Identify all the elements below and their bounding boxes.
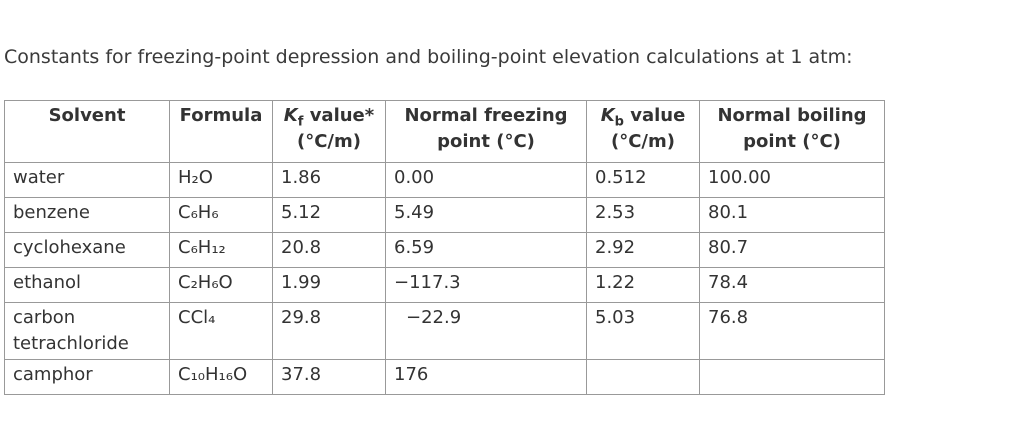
table-cell [699, 359, 885, 395]
table-cell: 5.49 [385, 197, 587, 233]
table-cell: 100.00 [699, 162, 885, 198]
header-cell: Normal boiling point (°C) [699, 100, 885, 163]
table-cell: 2.53 [586, 197, 700, 233]
table-body: water H₂O 1.86 0.00 0.512 100.00 benzene C₆H₆ 5.… [4, 162, 885, 395]
table-cell [586, 359, 700, 395]
header-text: value* [309, 105, 375, 126]
header-cell: Solvent [4, 100, 170, 163]
table-cell: 76.8 [699, 302, 885, 360]
table-cell: 5.03 [586, 302, 700, 360]
table-cell: 1.99 [272, 267, 386, 303]
header-subscript: f [297, 114, 304, 130]
header-text: Solvent [48, 105, 126, 126]
table-cell: H₂O [169, 162, 273, 198]
header-text: Normal freezing point (°C) [404, 105, 568, 152]
header-cell: Formula [169, 100, 273, 163]
table-cell: 29.8 [272, 302, 386, 360]
header-text: value [630, 105, 686, 126]
header-row: Solvent Formula Kf value* (°C/m) Normal f… [4, 100, 885, 163]
header-symbol: K [283, 105, 298, 126]
table-cell: carbon tetrachloride [4, 302, 170, 360]
table-cell: camphor [4, 359, 170, 395]
table-cell: water [4, 162, 170, 198]
table-row: carbon tetrachloride CCl₄ 29.8 −22.9 5.03 76.… [4, 302, 885, 360]
header-text: Formula [179, 105, 263, 126]
table-cell: 0.512 [586, 162, 700, 198]
caption: Constants for freezing-point depression … [4, 46, 853, 68]
header-cell: Kf value* (°C/m) [272, 100, 386, 163]
table-row: water H₂O 1.86 0.00 0.512 100.00 [4, 162, 885, 198]
table-row: ethanol C₂H₆O 1.99 −117.3 1.22 78.4 [4, 267, 885, 303]
table-cell: 2.92 [586, 232, 700, 268]
table-cell: 5.12 [272, 197, 386, 233]
header-unit: (°C/m) [611, 131, 675, 152]
table-row: camphor C₁₀H₁₆O 37.8 176 [4, 359, 885, 395]
header-cell: Kb value (°C/m) [586, 100, 700, 163]
table-cell: C₁₀H₁₆O [169, 359, 273, 395]
table-cell: 1.22 [586, 267, 700, 303]
table-cell: C₆H₆ [169, 197, 273, 233]
table-cell: 37.8 [272, 359, 386, 395]
table-head: Solvent Formula Kf value* (°C/m) Normal f… [4, 100, 885, 163]
table-cell: CCl₄ [169, 302, 273, 360]
table-cell: C₆H₁₂ [169, 232, 273, 268]
table-cell: 20.8 [272, 232, 386, 268]
table-cell: −22.9 [385, 302, 587, 360]
table-cell: 6.59 [385, 232, 587, 268]
table-cell: 176 [385, 359, 587, 395]
header-subscript: b [614, 114, 624, 130]
table: Solvent Formula Kf value* (°C/m) Normal f… [4, 100, 885, 395]
table-cell: cyclohexane [4, 232, 170, 268]
header-cell: Normal freezing point (°C) [385, 100, 587, 163]
table-cell: 78.4 [699, 267, 885, 303]
header-unit: (°C/m) [297, 131, 361, 152]
table-cell: 1.86 [272, 162, 386, 198]
table-cell: C₂H₆O [169, 267, 273, 303]
header-text: Normal boiling point (°C) [717, 105, 867, 152]
table-row: benzene C₆H₆ 5.12 5.49 2.53 80.1 [4, 197, 885, 233]
table-cell: benzene [4, 197, 170, 233]
table-row: cyclohexane C₆H₁₂ 20.8 6.59 2.92 80.7 [4, 232, 885, 268]
table-cell: −117.3 [385, 267, 587, 303]
table-cell: 80.1 [699, 197, 885, 233]
header-symbol: K [600, 105, 615, 126]
table-cell: 0.00 [385, 162, 587, 198]
table-cell: ethanol [4, 267, 170, 303]
table-cell: 80.7 [699, 232, 885, 268]
